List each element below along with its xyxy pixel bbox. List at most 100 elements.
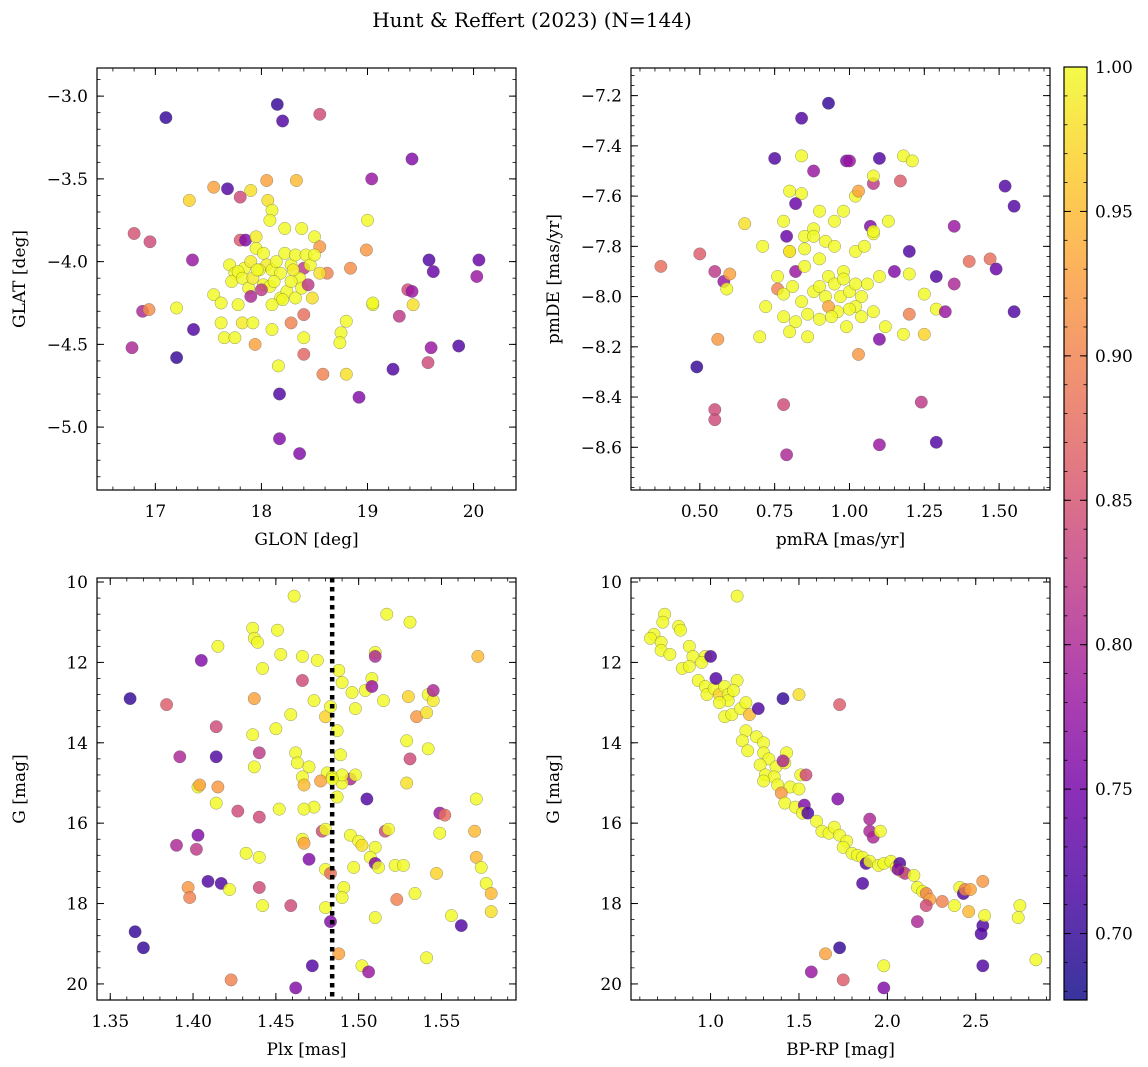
- data-point: [386, 362, 400, 376]
- y-tick-label: 14: [600, 734, 622, 754]
- data-point: [424, 341, 438, 355]
- data-point: [403, 752, 417, 766]
- x-tick-label: 0.50: [681, 502, 719, 522]
- y-axis-label: GLAT [deg]: [10, 230, 30, 328]
- data-point: [228, 331, 242, 345]
- data-point: [723, 267, 737, 281]
- data-point: [682, 659, 696, 673]
- data-point: [795, 149, 809, 163]
- data-point: [929, 435, 943, 449]
- data-point: [159, 111, 173, 125]
- axes-frame: [630, 67, 1051, 491]
- data-point: [963, 883, 977, 896]
- data-point: [837, 272, 850, 286]
- data-point: [798, 242, 812, 256]
- data-point: [727, 684, 740, 697]
- data-point: [289, 174, 303, 187]
- data-point: [313, 266, 327, 280]
- data-point: [274, 647, 288, 661]
- data-point: [191, 828, 205, 842]
- data-point: [798, 259, 812, 273]
- data-point: [244, 289, 258, 303]
- data-point: [273, 387, 286, 401]
- data-point: [663, 647, 677, 661]
- data-point: [902, 267, 916, 281]
- data-point: [401, 690, 415, 704]
- data-point: [223, 883, 236, 896]
- data-point: [1029, 953, 1043, 967]
- data-point: [297, 778, 311, 792]
- data-point: [863, 812, 877, 826]
- data-point: [301, 278, 315, 292]
- colorbar-tick-label: 1.00: [1095, 58, 1133, 78]
- x-tick-label: 1.0: [697, 1012, 724, 1032]
- data-point: [801, 330, 815, 344]
- data-point: [284, 708, 298, 722]
- data-point: [270, 97, 284, 111]
- data-point: [720, 282, 734, 296]
- data-point: [288, 291, 302, 305]
- data-point: [368, 911, 382, 925]
- data-point: [484, 905, 498, 919]
- data-point: [142, 303, 156, 317]
- data-point: [297, 802, 311, 816]
- data-point: [272, 802, 286, 816]
- data-point: [855, 310, 868, 324]
- data-point: [962, 254, 976, 268]
- y-tick-label: −7.2: [581, 87, 622, 107]
- data-point: [907, 868, 921, 882]
- data-point: [377, 694, 390, 708]
- data-point: [484, 887, 498, 900]
- data-point: [214, 296, 228, 310]
- data-point: [739, 696, 753, 710]
- y-tick-label: −7.4: [581, 137, 622, 157]
- data-point: [182, 193, 196, 207]
- data-point: [768, 151, 782, 165]
- panels: 17 18 19 20 −3.0 −3.5 −4.0 −4.5 −5.0 GLON [deg] GL…: [10, 67, 1051, 1060]
- data-point: [305, 291, 319, 305]
- data-point: [813, 252, 826, 266]
- figure-title: Hunt & Reffert (2023) (N=144): [372, 8, 692, 32]
- data-point: [207, 288, 221, 302]
- data-point: [365, 172, 379, 186]
- data-point: [1007, 305, 1021, 319]
- data-point: [852, 184, 865, 198]
- data-point: [771, 270, 785, 283]
- data-point: [789, 315, 803, 329]
- data-point: [777, 287, 791, 301]
- data-point: [843, 154, 856, 168]
- data-point: [751, 702, 765, 716]
- data-point: [123, 692, 137, 706]
- data-point: [348, 702, 362, 716]
- data-point: [866, 169, 880, 183]
- colorbar-tick-label: 0.80: [1095, 636, 1133, 656]
- data-point: [792, 688, 806, 702]
- data-point: [160, 698, 174, 712]
- data-point: [938, 305, 952, 319]
- data-point: [807, 229, 821, 243]
- data-point: [347, 860, 361, 874]
- data-point: [893, 174, 907, 188]
- data-point: [711, 332, 725, 346]
- data-point: [335, 891, 349, 904]
- data-point: [310, 653, 324, 667]
- data-point: [693, 247, 707, 261]
- y-tick-label: −5.0: [47, 418, 88, 438]
- x-tick-label: 19: [357, 502, 379, 522]
- data-point: [231, 804, 245, 818]
- data-point: [408, 887, 422, 900]
- data-point: [998, 179, 1012, 193]
- data-point: [254, 283, 268, 297]
- data-point: [316, 367, 330, 381]
- data-point: [780, 448, 794, 462]
- data-point: [251, 635, 265, 649]
- data-point: [852, 347, 865, 361]
- panel-cmd: 1.0 1.5 2.0 2.5 10 12 14 16 18 20 BP-RP [mag] G [ma…: [544, 573, 1051, 1060]
- data-point: [474, 860, 488, 874]
- data-point: [284, 899, 298, 913]
- data-point: [789, 197, 803, 211]
- x-axis-label: BP-RP [mag]: [786, 1040, 895, 1060]
- data-point: [278, 246, 292, 260]
- data-point: [777, 214, 791, 228]
